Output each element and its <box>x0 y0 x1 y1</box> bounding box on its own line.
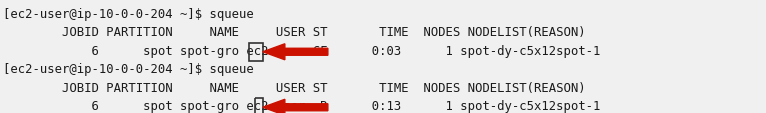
Text: JOBID PARTITION     NAME     USER ST       TIME  NODES NODELIST(REASON): JOBID PARTITION NAME USER ST TIME NODES … <box>3 81 586 94</box>
Text: 6      spot spot-gro ec2-user CF      0:03      1 spot-dy-c5x12spot-1: 6 spot spot-gro ec2-user CF 0:03 1 spot-… <box>3 45 601 58</box>
Text: [ec2-user@ip-10-0-0-204 ~]$ squeue: [ec2-user@ip-10-0-0-204 ~]$ squeue <box>3 8 254 21</box>
Text: [ec2-user@ip-10-0-0-204 ~]$ squeue: [ec2-user@ip-10-0-0-204 ~]$ squeue <box>3 63 254 76</box>
Text: JOBID PARTITION     NAME     USER ST       TIME  NODES NODELIST(REASON): JOBID PARTITION NAME USER ST TIME NODES … <box>3 26 586 39</box>
FancyArrow shape <box>263 44 328 60</box>
Bar <box>249 44 263 61</box>
Text: 6      spot spot-gro ec2-user  R      0:13      1 spot-dy-c5x12spot-1: 6 spot spot-gro ec2-user R 0:13 1 spot-d… <box>3 100 601 113</box>
Bar <box>255 99 263 113</box>
FancyArrow shape <box>263 99 328 113</box>
